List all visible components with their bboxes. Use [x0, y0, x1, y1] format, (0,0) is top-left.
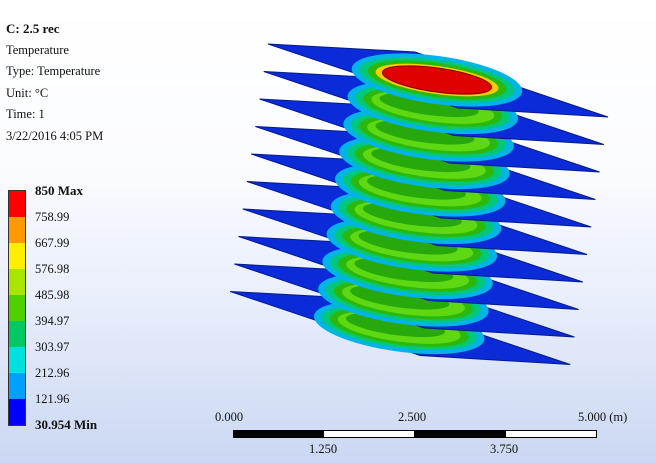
legend-level-label: 212.96 — [35, 366, 70, 380]
result-time: Time: 1 — [6, 107, 45, 121]
legend-color-bar — [8, 190, 26, 426]
legend-swatch — [9, 243, 25, 269]
legend-level-label: 667.99 — [35, 236, 70, 250]
legend-swatch — [9, 399, 25, 425]
color-legend[interactable]: 850 Max 758.99 667.99 576.98 485.98 394.… — [8, 184, 168, 434]
result-date: 3/22/2016 4:05 PM — [6, 128, 104, 143]
legend-swatch — [9, 191, 25, 217]
fin-plate — [246, 181, 588, 255]
legend-min-label: 30.954 Min — [35, 417, 98, 432]
legend-swatch — [9, 321, 25, 347]
fin-plate — [267, 43, 609, 118]
legend-level-label: 576.98 — [35, 262, 70, 276]
fin-plate — [263, 71, 604, 145]
fin-plate — [259, 98, 600, 173]
legend-level-label: 121.96 — [35, 392, 70, 406]
legend-swatch — [9, 217, 25, 243]
result-title: C: 2.5 rec — [6, 21, 60, 36]
legend-swatch — [9, 269, 25, 295]
result-type: Type: Temperature — [6, 64, 101, 78]
legend-swatch — [9, 295, 25, 321]
legend-max-label: 850 Max — [35, 183, 84, 198]
legend-level-label: 485.98 — [35, 288, 70, 302]
legend-labels: 850 Max 758.99 667.99 576.98 485.98 394.… — [35, 184, 97, 432]
result-name: Temperature — [6, 42, 69, 57]
legend-swatch — [9, 373, 25, 399]
legend-level-label: 394.97 — [35, 314, 70, 328]
result-info: C: 2.5 rec Temperature Type: Temperature… — [6, 18, 103, 147]
legend-level-label: 758.99 — [35, 210, 70, 224]
legend-swatch — [9, 347, 25, 373]
result-unit: Unit: °C — [6, 85, 49, 100]
legend-level-label: 303.97 — [35, 340, 70, 354]
